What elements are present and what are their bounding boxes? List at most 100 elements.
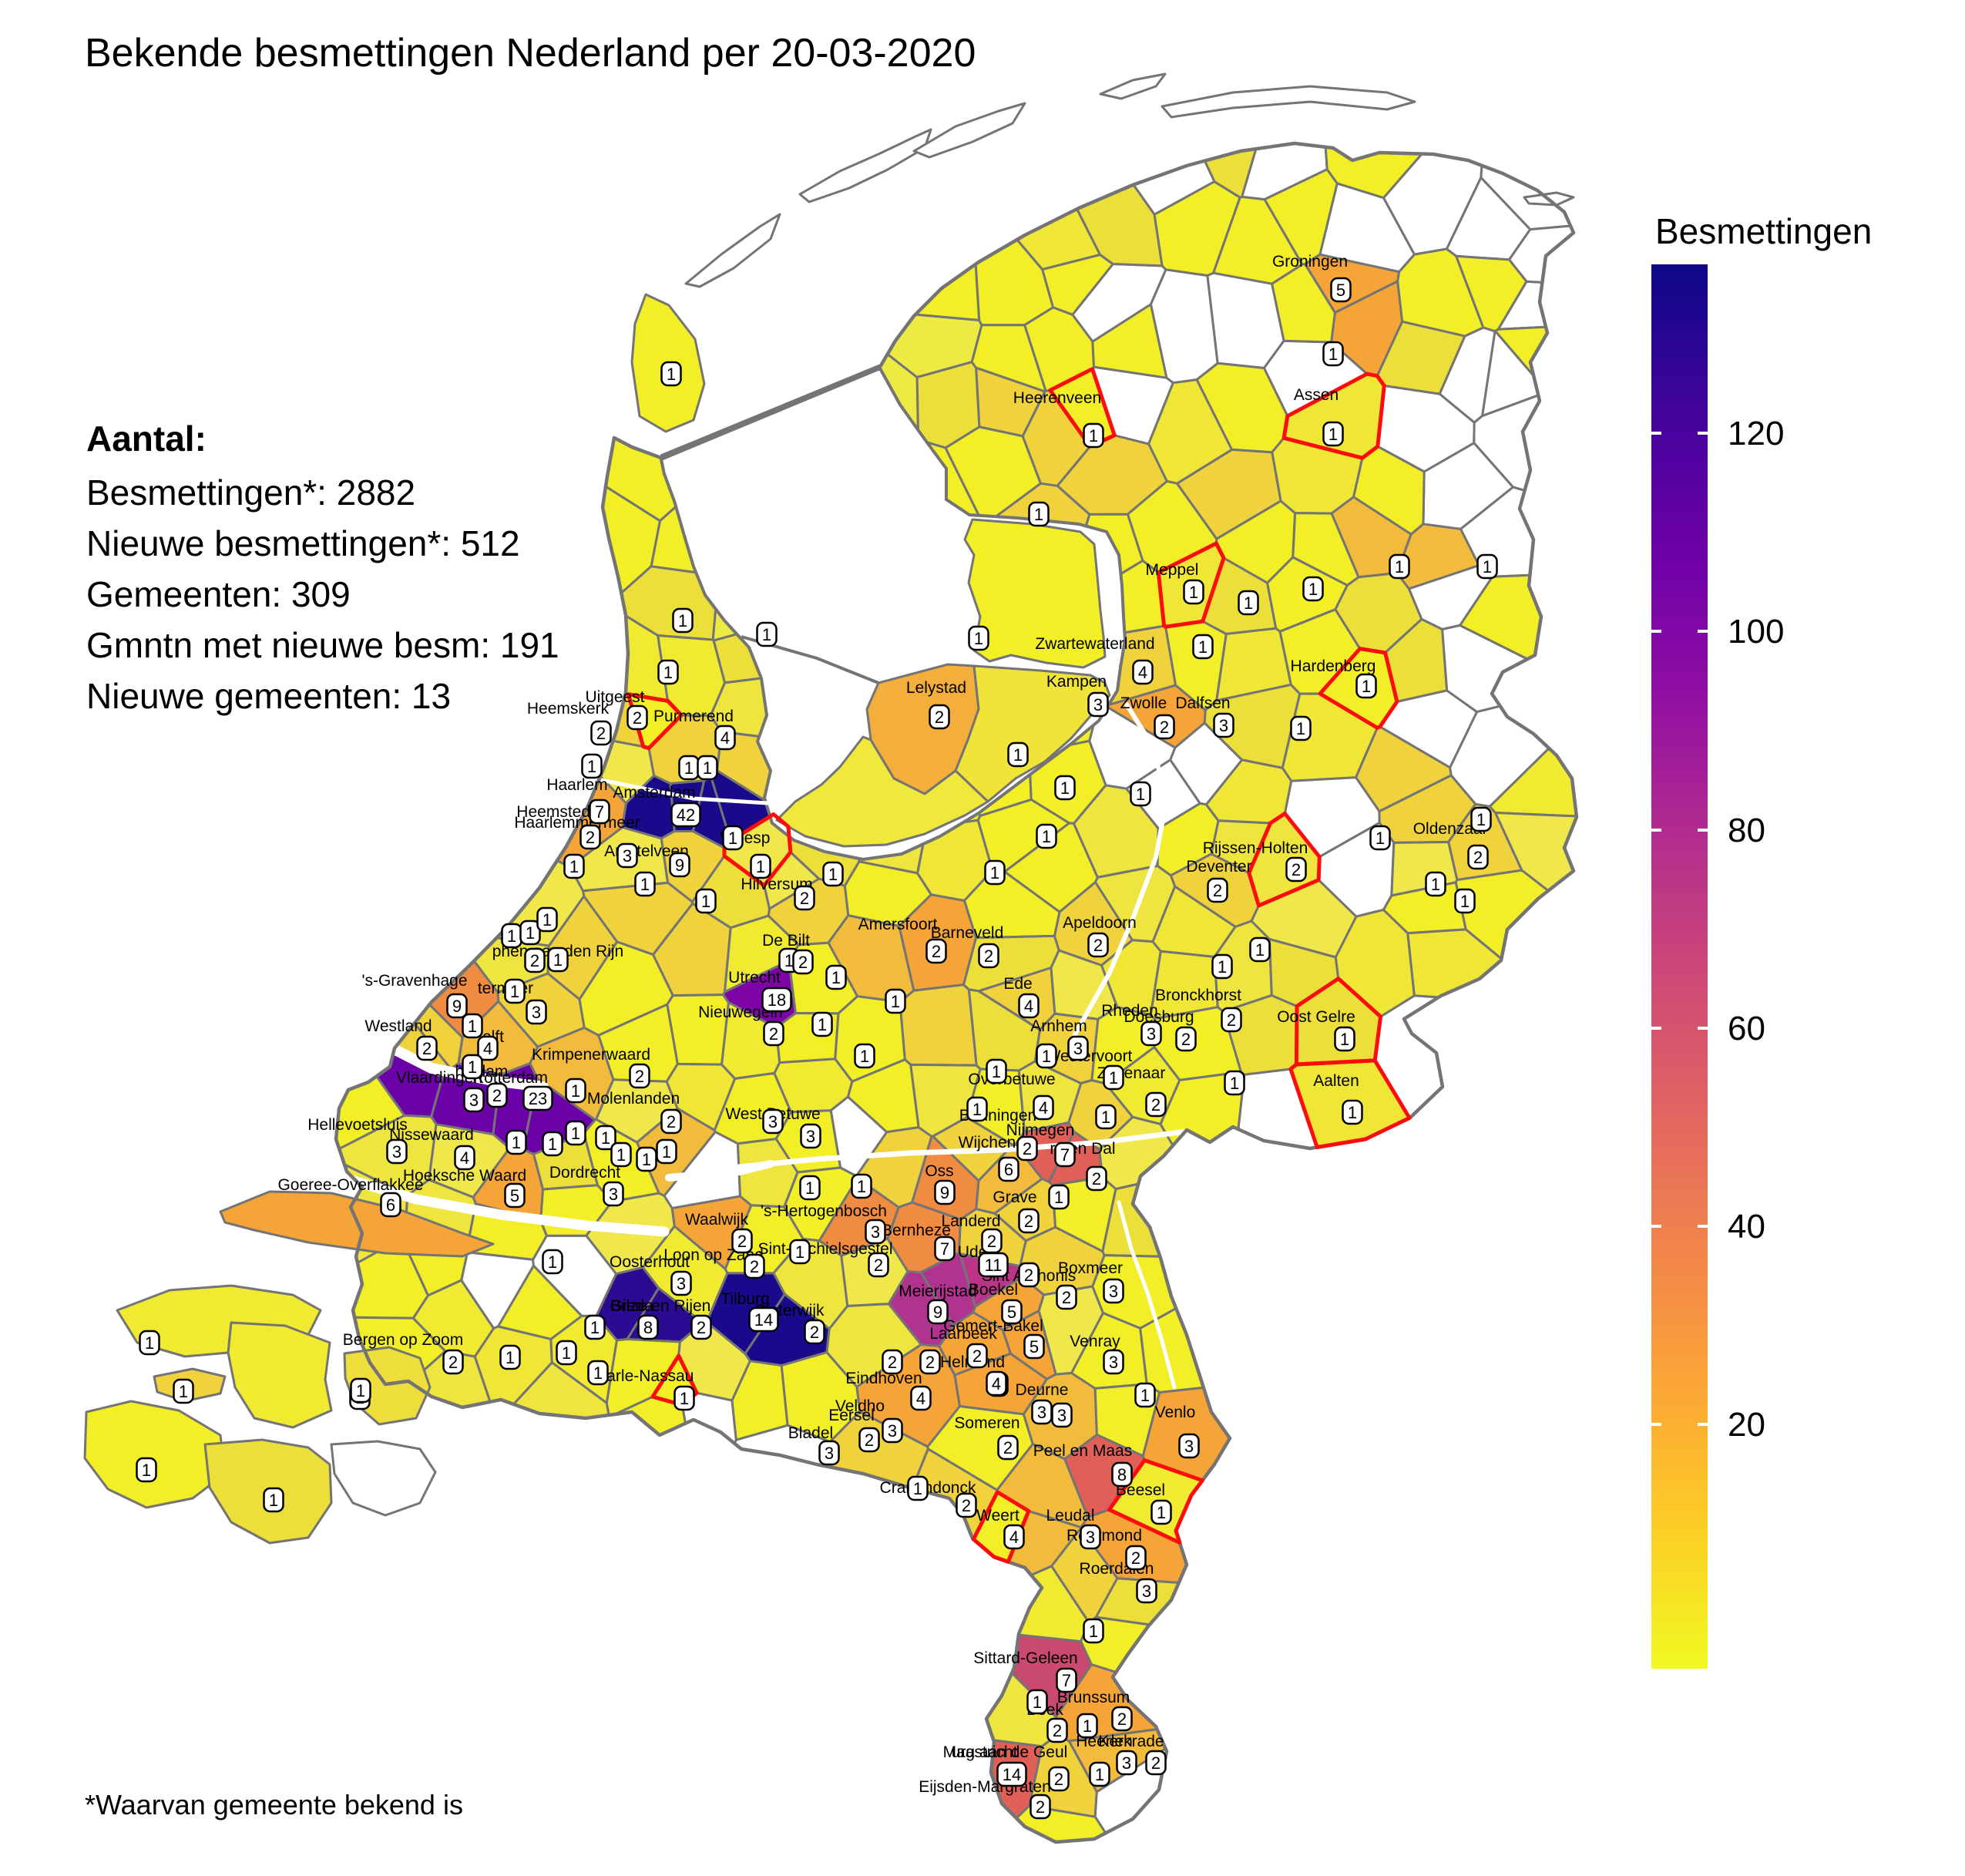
svg-text:Eijsden-Margraten: Eijsden-Margraten bbox=[919, 1778, 1051, 1796]
svg-text:3: 3 bbox=[1219, 716, 1228, 735]
svg-text:1: 1 bbox=[1101, 1108, 1110, 1127]
svg-text:1: 1 bbox=[1054, 1188, 1063, 1207]
svg-text:2: 2 bbox=[697, 1318, 706, 1337]
svg-text:Dordrecht: Dordrecht bbox=[549, 1164, 620, 1182]
svg-text:Deurne: Deurne bbox=[1016, 1381, 1069, 1399]
svg-text:3: 3 bbox=[1093, 695, 1103, 714]
svg-text:2: 2 bbox=[1092, 1169, 1101, 1188]
svg-text:4: 4 bbox=[460, 1148, 469, 1168]
svg-text:Hoeksche Waard: Hoeksche Waard bbox=[403, 1167, 526, 1185]
svg-text:1: 1 bbox=[1431, 875, 1440, 894]
svg-text:Rotterdam: Rotterdam bbox=[472, 1069, 548, 1087]
svg-text:1: 1 bbox=[1095, 1765, 1104, 1784]
svg-text:Westland: Westland bbox=[364, 1017, 432, 1035]
svg-text:Hilversum: Hilversum bbox=[741, 876, 812, 893]
svg-text:1: 1 bbox=[506, 1348, 515, 1367]
svg-text:2: 2 bbox=[635, 1067, 644, 1086]
svg-text:De Bilt: De Bilt bbox=[762, 932, 810, 950]
svg-text:1: 1 bbox=[1460, 892, 1470, 911]
svg-text:1: 1 bbox=[1362, 677, 1371, 696]
svg-text:1: 1 bbox=[145, 1333, 154, 1353]
svg-text:1: 1 bbox=[1348, 1103, 1357, 1122]
svg-text:2: 2 bbox=[798, 953, 808, 972]
svg-text:2: 2 bbox=[1473, 848, 1483, 867]
svg-text:1: 1 bbox=[913, 1479, 922, 1498]
svg-text:2: 2 bbox=[888, 1353, 897, 1372]
svg-text:Maastricht: Maastricht bbox=[943, 1743, 1018, 1761]
svg-text:3: 3 bbox=[1073, 1039, 1083, 1058]
svg-text:2: 2 bbox=[1213, 881, 1222, 900]
svg-text:Roermond: Roermond bbox=[1066, 1527, 1142, 1545]
svg-text:3: 3 bbox=[1142, 1582, 1151, 1601]
svg-text:1: 1 bbox=[1060, 778, 1070, 798]
svg-text:9: 9 bbox=[675, 856, 684, 875]
svg-text:2: 2 bbox=[737, 1232, 747, 1251]
svg-text:3: 3 bbox=[609, 1185, 618, 1204]
svg-text:2: 2 bbox=[800, 889, 809, 908]
svg-text:1: 1 bbox=[562, 1343, 571, 1363]
svg-text:6: 6 bbox=[1004, 1160, 1013, 1179]
svg-text:1: 1 bbox=[468, 1017, 477, 1036]
svg-text:1: 1 bbox=[662, 1142, 671, 1162]
svg-text:Waalwijk: Waalwijk bbox=[685, 1211, 749, 1229]
svg-text:Eersel: Eersel bbox=[828, 1407, 875, 1424]
svg-text:1: 1 bbox=[1013, 745, 1023, 765]
svg-text:Haarlemmermeer: Haarlemmermeer bbox=[514, 814, 640, 832]
svg-text:1: 1 bbox=[701, 892, 710, 911]
svg-text:Meierijstad: Meierijstad bbox=[899, 1283, 977, 1300]
svg-text:1: 1 bbox=[1218, 957, 1227, 977]
svg-text:18: 18 bbox=[768, 990, 786, 1010]
svg-text:2: 2 bbox=[530, 951, 539, 970]
svg-text:Lelystad: Lelystad bbox=[906, 679, 966, 697]
svg-text:3: 3 bbox=[1184, 1437, 1194, 1456]
svg-text:1: 1 bbox=[990, 863, 999, 883]
svg-text:Tilburg: Tilburg bbox=[720, 1290, 769, 1308]
svg-text:2: 2 bbox=[492, 1086, 502, 1105]
svg-text:Someren: Someren bbox=[954, 1414, 1019, 1432]
svg-text:40: 40 bbox=[1728, 1208, 1765, 1246]
svg-text:1: 1 bbox=[1255, 940, 1265, 960]
svg-text:1: 1 bbox=[569, 857, 579, 876]
svg-text:1: 1 bbox=[1328, 345, 1338, 364]
svg-text:Eindhoven: Eindhoven bbox=[845, 1370, 922, 1387]
svg-text:1: 1 bbox=[756, 857, 765, 876]
svg-text:1: 1 bbox=[548, 1135, 557, 1154]
svg-text:Haarlem: Haarlem bbox=[546, 776, 607, 794]
svg-text:4: 4 bbox=[992, 1374, 1001, 1394]
svg-text:1: 1 bbox=[269, 1491, 278, 1510]
svg-text:1: 1 bbox=[571, 1124, 580, 1143]
svg-text:4: 4 bbox=[483, 1039, 492, 1058]
svg-text:1: 1 bbox=[1476, 810, 1486, 829]
svg-text:Amersfoort: Amersfoort bbox=[858, 916, 938, 933]
svg-text:9: 9 bbox=[933, 1303, 942, 1322]
svg-text:4: 4 bbox=[1039, 1098, 1048, 1118]
svg-text:1: 1 bbox=[1230, 1074, 1239, 1093]
svg-text:1: 1 bbox=[1034, 505, 1043, 524]
svg-text:1: 1 bbox=[805, 1178, 815, 1198]
svg-text:2: 2 bbox=[1024, 1266, 1033, 1285]
svg-text:1: 1 bbox=[1198, 637, 1208, 657]
svg-text:3: 3 bbox=[623, 846, 632, 866]
svg-text:Oost Gelre: Oost Gelre bbox=[1277, 1008, 1355, 1026]
svg-text:1: 1 bbox=[616, 1145, 626, 1165]
svg-text:Arnhem: Arnhem bbox=[1030, 1017, 1087, 1035]
svg-text:2: 2 bbox=[1181, 1030, 1191, 1049]
svg-text:1: 1 bbox=[1483, 557, 1492, 577]
svg-text:3: 3 bbox=[392, 1142, 401, 1162]
svg-text:2: 2 bbox=[1003, 1438, 1013, 1457]
svg-text:2: 2 bbox=[1151, 1753, 1161, 1773]
svg-text:1: 1 bbox=[142, 1461, 151, 1480]
svg-text:1: 1 bbox=[1033, 1693, 1042, 1712]
svg-text:1: 1 bbox=[831, 968, 841, 987]
svg-text:Heerenveen: Heerenveen bbox=[1013, 389, 1101, 407]
svg-text:1: 1 bbox=[507, 926, 516, 946]
svg-text:2: 2 bbox=[935, 708, 944, 727]
svg-text:3: 3 bbox=[768, 1112, 778, 1131]
svg-text:Besmettingen: Besmettingen bbox=[1655, 211, 1872, 251]
svg-text:3: 3 bbox=[871, 1222, 880, 1242]
svg-text:'s-Gravenhage: 's-Gravenhage bbox=[361, 972, 467, 990]
svg-text:3: 3 bbox=[1037, 1403, 1046, 1422]
svg-text:2: 2 bbox=[1054, 1770, 1063, 1789]
svg-text:1: 1 bbox=[542, 910, 552, 930]
svg-text:Peel en Maas: Peel en Maas bbox=[1033, 1442, 1132, 1460]
